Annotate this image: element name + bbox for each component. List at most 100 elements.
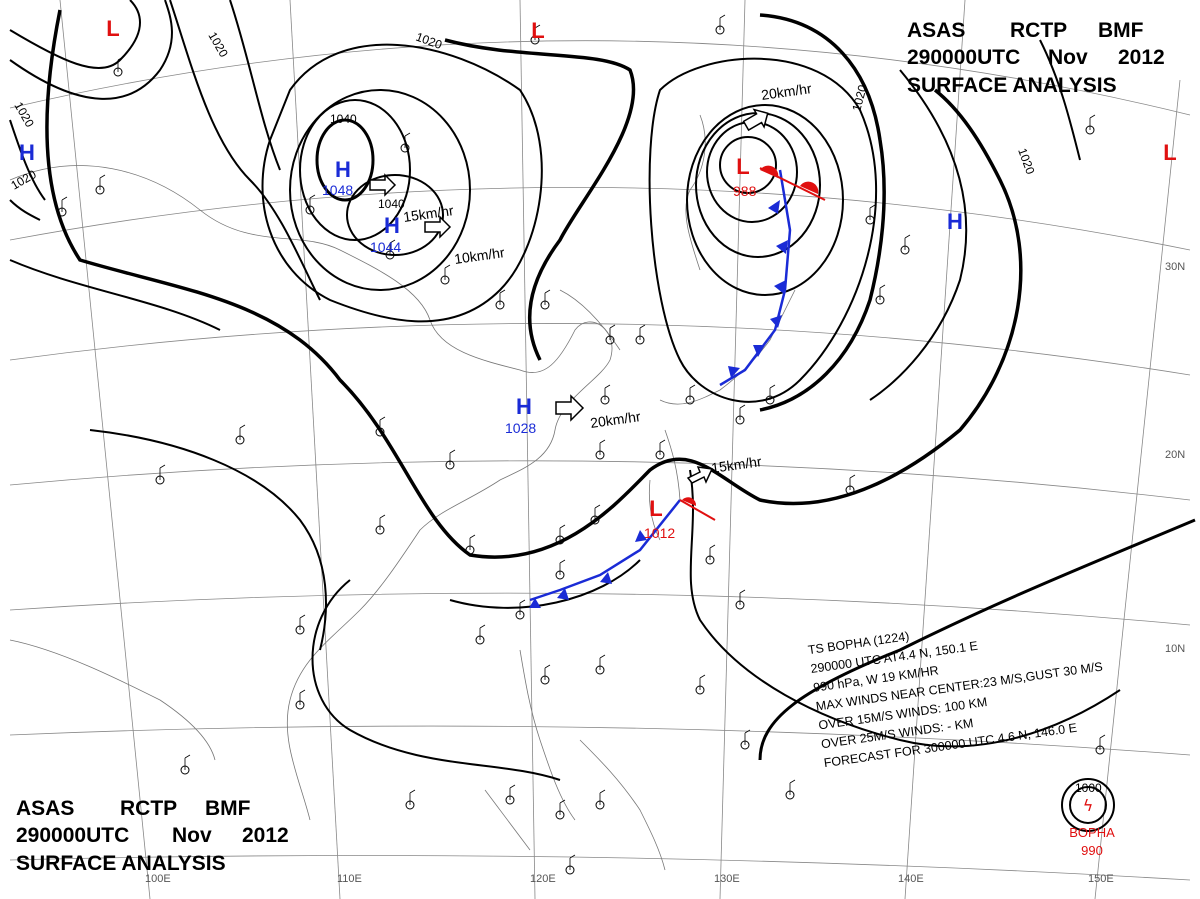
- motion-label: 15km/hr: [710, 453, 763, 476]
- longitude-label: 130E: [714, 873, 740, 885]
- high-center: H: [19, 140, 35, 165]
- header-time: 290000UTC: [16, 824, 129, 847]
- station-plots: [57, 14, 1106, 875]
- header-station: ASAS: [16, 797, 74, 820]
- wind-barb-icon: [309, 194, 316, 210]
- wind-barb-icon: [849, 474, 856, 490]
- center-pressure: 988: [733, 183, 757, 199]
- center-pressure: 1012: [644, 525, 675, 541]
- header-time: 290000UTC: [907, 46, 1020, 69]
- longitude-label: 140E: [898, 873, 924, 885]
- wind-barb-icon: [389, 239, 396, 255]
- longitude-label: 110E: [337, 873, 362, 885]
- longitude-label: 150E: [1088, 873, 1114, 885]
- wind-barb-icon: [379, 514, 386, 530]
- wind-barb-icon: [509, 784, 516, 800]
- wind-barb-icon: [184, 754, 191, 770]
- cold-front: [529, 169, 792, 608]
- motion-arrow-icon: [555, 394, 585, 422]
- longitude-label: 100E: [145, 873, 171, 885]
- wind-barb-icon: [379, 416, 386, 432]
- low-center: L: [1163, 140, 1176, 165]
- motion-label: 15km/hr: [402, 202, 455, 225]
- typhoon-icon: ϟ: [1083, 796, 1094, 815]
- center-pressure: 1044: [370, 239, 401, 255]
- wind-barb-icon: [544, 664, 551, 680]
- low-center: L: [649, 496, 662, 521]
- wind-barb-icon: [99, 174, 106, 190]
- wind-barb-icon: [599, 789, 606, 805]
- wind-barb-icon: [499, 289, 506, 305]
- header-title: SURFACE ANALYSIS: [907, 74, 1117, 97]
- header-station: RCTP: [1010, 19, 1067, 42]
- typhoon-marker: ϟ BOPHA 990: [1069, 796, 1115, 858]
- wind-barb-icon: [879, 284, 886, 300]
- longitude-labels: 100E 110E 120E 130E 140E 150E: [145, 873, 1114, 885]
- header-year: 2012: [1118, 46, 1165, 69]
- wind-barb-icon: [1099, 734, 1106, 750]
- wind-barb-icon: [159, 464, 166, 480]
- isobars: [9, 0, 1196, 832]
- wind-barb-icon: [239, 424, 246, 440]
- center-pressure: 1048: [322, 182, 353, 198]
- wind-barb-icon: [709, 544, 716, 560]
- latitude-label: 30N: [1165, 261, 1185, 273]
- isobar-label: 1000: [1075, 781, 1102, 795]
- motion-arrow-icon: [686, 466, 714, 484]
- center-pressure: 1028: [505, 420, 536, 436]
- wind-barb-icon: [117, 56, 124, 72]
- header-month: Nov: [172, 824, 212, 847]
- wind-barb-icon: [904, 234, 911, 250]
- header-year: 2012: [242, 824, 289, 847]
- wind-barb-icon: [599, 654, 606, 670]
- high-center: H: [384, 213, 400, 238]
- latitude-label: 10N: [1165, 643, 1185, 655]
- wind-barb-icon: [609, 324, 616, 340]
- wind-barb-icon: [299, 689, 306, 705]
- wind-barb-icon: [569, 854, 576, 870]
- isobar-label: 1040: [330, 112, 357, 126]
- motion-label: 20km/hr: [589, 408, 642, 431]
- wind-barb-icon: [534, 24, 541, 40]
- header-top-right: ASAS RCTP BMF 290000UTC Nov 2012 SURFACE…: [907, 19, 1165, 97]
- motion-labels: 20km/hr 10km/hr 15km/hr 20km/hr 15km/hr: [402, 80, 813, 476]
- motion-arrow-icon: [424, 215, 452, 239]
- high-center: H: [335, 157, 351, 182]
- wind-barb-icon: [404, 132, 411, 148]
- wind-barb-icon: [599, 439, 606, 455]
- longitude-label: 120E: [530, 873, 556, 885]
- wind-barb-icon: [544, 289, 551, 305]
- wind-barb-icon: [409, 789, 416, 805]
- low-center: L: [736, 154, 749, 179]
- wind-barb-icon: [604, 384, 611, 400]
- wind-barb-icon: [744, 729, 751, 745]
- wind-barb-icon: [1089, 114, 1096, 130]
- motion-arrow-icon: [369, 173, 397, 197]
- high-center: H: [516, 394, 532, 419]
- wind-barb-icon: [739, 589, 746, 605]
- wind-barb-icon: [869, 204, 876, 220]
- isobar-label: 1020: [849, 83, 870, 113]
- latitude-labels: 30N 20N 10N: [1165, 261, 1185, 655]
- wind-barb-icon: [559, 559, 566, 575]
- header-station: ASAS: [907, 19, 965, 42]
- typhoon-pressure: 990: [1081, 843, 1103, 858]
- motion-arrows: [369, 108, 769, 484]
- wind-barb-icon: [559, 524, 566, 540]
- low-center: L: [531, 18, 544, 43]
- wind-barb-icon: [449, 449, 456, 465]
- wind-barb-icon: [559, 799, 566, 815]
- coastline: [9, 114, 796, 871]
- wind-barb-icon: [479, 624, 486, 640]
- wind-barb-icon: [739, 404, 746, 420]
- wind-barb-icon: [299, 614, 306, 630]
- wind-barb-icon: [719, 14, 726, 30]
- wind-barb-icon: [789, 779, 796, 795]
- wind-barb-icon: [699, 674, 706, 690]
- header-station: RCTP: [120, 797, 177, 820]
- wind-barb-icon: [659, 439, 666, 455]
- motion-label: 20km/hr: [760, 80, 813, 103]
- wind-barb-icon: [594, 504, 601, 520]
